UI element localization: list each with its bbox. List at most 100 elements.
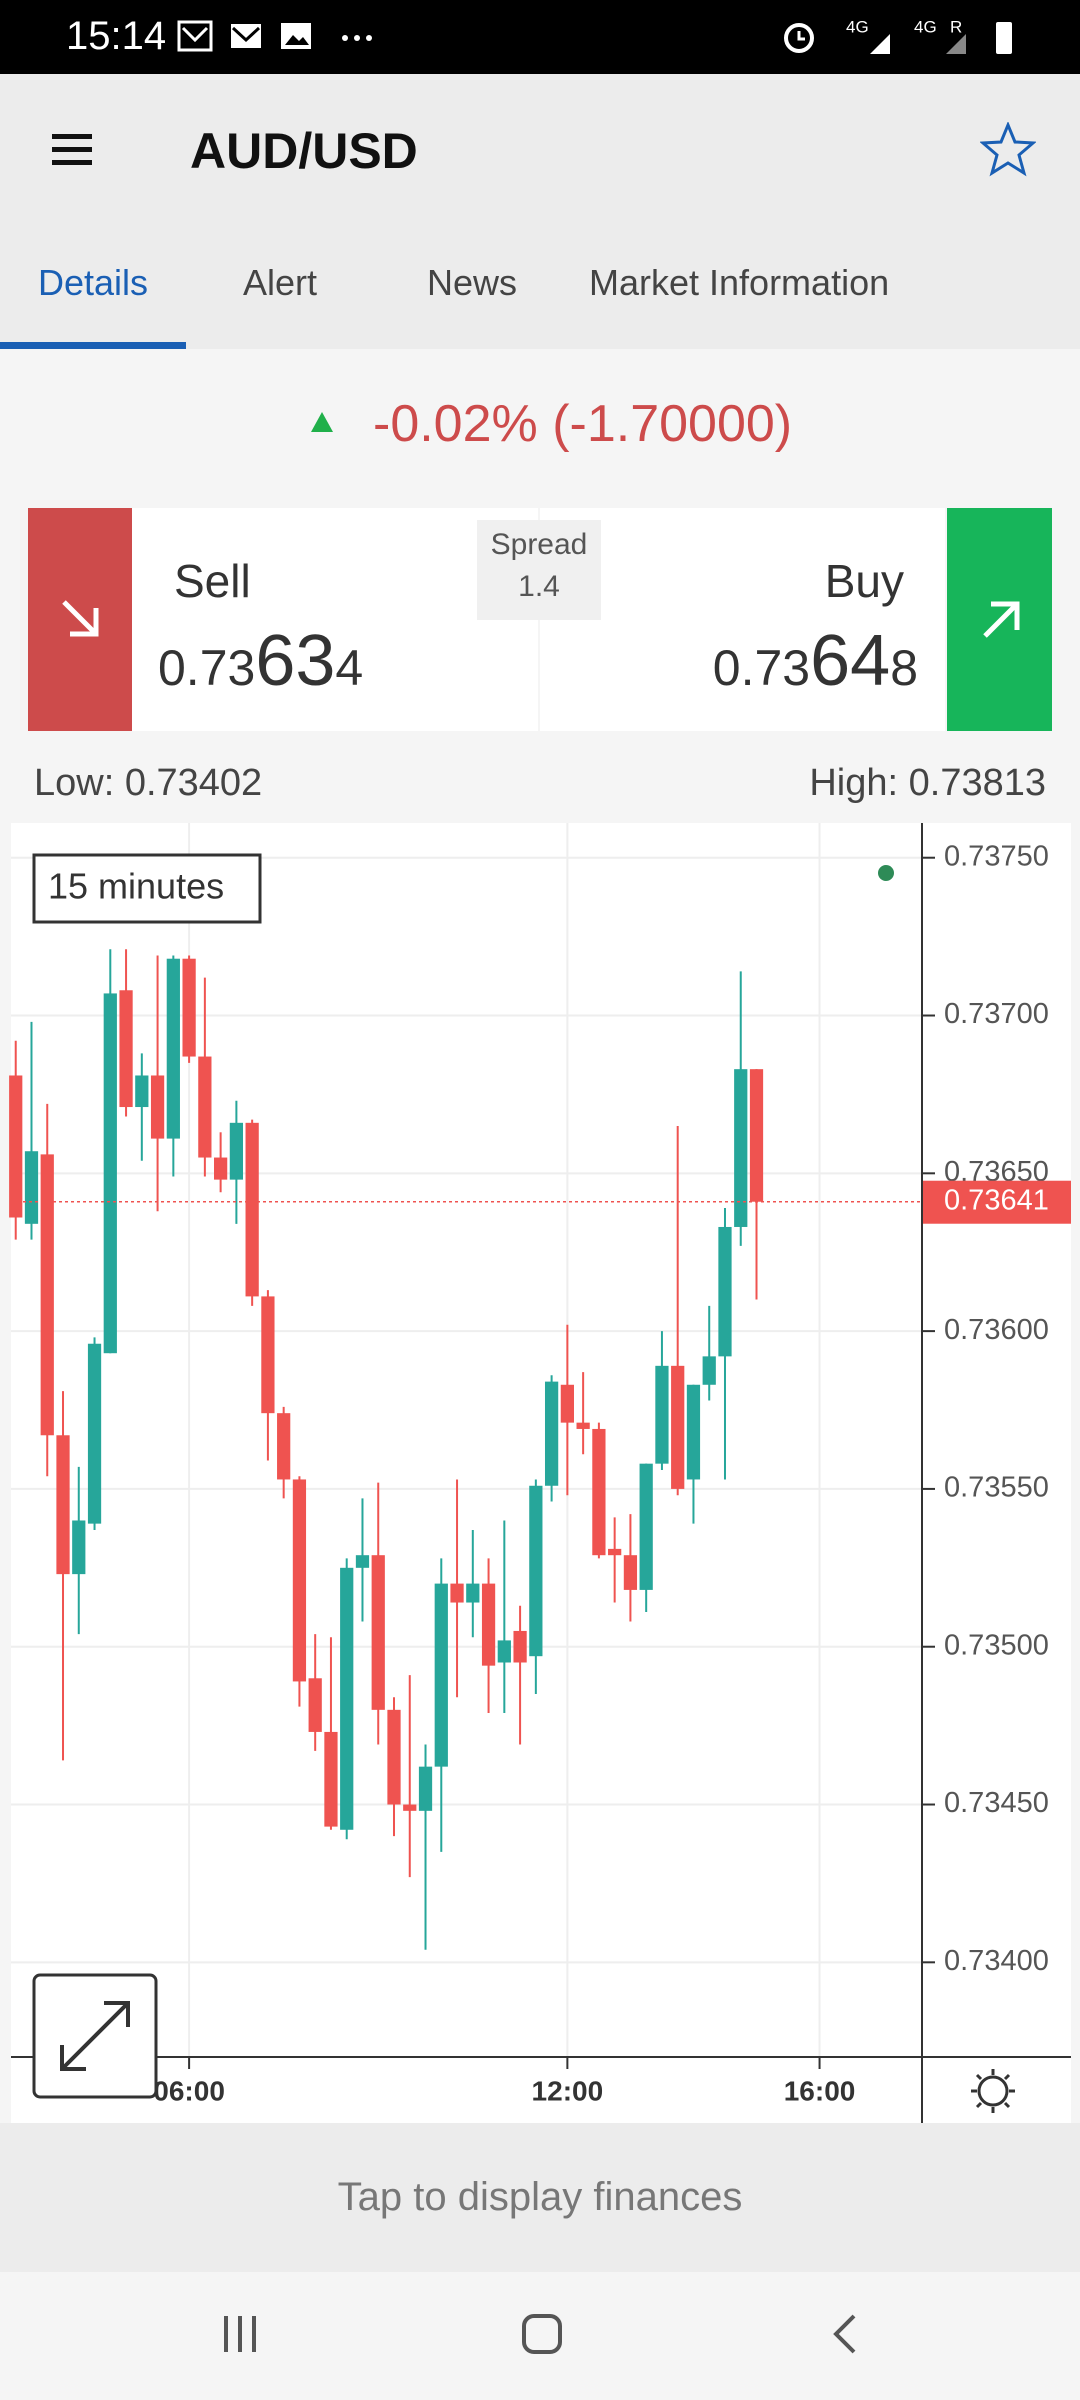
candle-body [576, 1422, 590, 1429]
price-part: 8 [890, 640, 918, 696]
candle-body [24, 1151, 39, 1224]
candle-body [403, 1804, 417, 1811]
candle-body [734, 1069, 748, 1227]
sell-price: 0.73634 [158, 620, 363, 702]
candle-body [655, 1365, 669, 1464]
candle-body [182, 958, 196, 1057]
candle-body [324, 1731, 338, 1827]
candle-body [229, 1122, 244, 1180]
change-arrow [311, 412, 333, 432]
candle-body [292, 1479, 307, 1682]
candle-body [623, 1555, 638, 1590]
candle-body [592, 1428, 606, 1556]
candle-body [355, 1555, 370, 1568]
candle-body [277, 1413, 291, 1480]
candle-body [466, 1583, 480, 1603]
candle-body [608, 1548, 622, 1556]
buy-price: 0.73648 [713, 620, 918, 702]
candle-body [308, 1678, 322, 1732]
candle-body [481, 1583, 496, 1666]
favorite-button[interactable] [980, 122, 1036, 178]
status-time: 15:14 [66, 14, 167, 58]
candle-body [529, 1485, 543, 1657]
tab[interactable]: Alert [243, 262, 318, 303]
price-part: 0.73 [158, 640, 256, 696]
app-header: AUD/USD [0, 74, 1080, 349]
candle-body [513, 1630, 527, 1663]
candle-body [135, 1075, 149, 1108]
page-title: AUD/USD [190, 123, 418, 179]
buy-button[interactable] [947, 508, 1052, 731]
current-price-label: 0.73641 [944, 1184, 1049, 1216]
tab[interactable]: News [427, 262, 518, 303]
candle-body [749, 1069, 764, 1202]
candle-body [9, 1075, 23, 1218]
candle-body [72, 1520, 86, 1575]
tab[interactable]: Market Information [589, 262, 890, 303]
buy-panel[interactable]: Buy 0.73648 [540, 508, 945, 731]
live-indicator [878, 865, 894, 881]
candle-body [166, 958, 180, 1139]
network-label: 4G [914, 17, 937, 36]
candle-body [686, 1384, 701, 1480]
back-button[interactable] [833, 2314, 856, 2354]
current-price-tag [922, 1180, 1071, 1224]
high-price: High: 0.73813 [809, 762, 1046, 804]
candle-body [497, 1640, 511, 1663]
sell-label: Sell [174, 555, 251, 607]
candle-body [418, 1766, 433, 1811]
candle-body [371, 1555, 385, 1710]
candle-body [40, 1154, 54, 1436]
interval-label: 15 minutes [48, 866, 224, 907]
candle-body [434, 1583, 448, 1767]
y-tick-label: 0.73550 [944, 1472, 1049, 1504]
y-tick-label: 0.73500 [944, 1629, 1049, 1661]
candle-body [87, 1343, 102, 1524]
sell-button[interactable] [28, 508, 132, 731]
candle-body [340, 1567, 354, 1830]
candle-body [56, 1435, 70, 1575]
tab[interactable]: Details [38, 262, 149, 303]
x-tick-label: 16:00 [784, 2075, 856, 2106]
price-part: 63 [255, 621, 336, 701]
candle-body [261, 1296, 275, 1414]
network-label: 4G [846, 17, 869, 36]
settings-button[interactable] [977, 2075, 1009, 2107]
home-button[interactable] [522, 2314, 562, 2354]
navigation-bar [0, 2272, 1080, 2400]
x-tick-label: 12:00 [532, 2075, 604, 2106]
y-tick-label: 0.73750 [944, 840, 1049, 872]
notification-icons [177, 20, 372, 52]
interval-button[interactable] [32, 853, 262, 924]
sell-panel[interactable]: Sell 0.73634 [132, 508, 538, 731]
menu-button[interactable] [52, 130, 94, 170]
roaming-label: R [950, 17, 962, 36]
settings-icon [971, 2069, 1015, 2113]
candle-body [245, 1122, 259, 1297]
candle-body [150, 1075, 165, 1139]
low-price: Low: 0.73402 [34, 762, 263, 804]
candle-body [198, 1056, 212, 1158]
candle-body [718, 1226, 732, 1357]
candle-body [450, 1583, 464, 1603]
finances-bar[interactable]: Tap to display finances [0, 2123, 1080, 2272]
candle-body [560, 1384, 574, 1423]
candle-body [671, 1365, 685, 1489]
tab-indicator [0, 342, 186, 349]
spread-value: 1.4 [518, 570, 560, 603]
candle-body [103, 993, 117, 1354]
y-tick-label: 0.73700 [944, 998, 1049, 1030]
buy-label: Buy [824, 555, 904, 607]
candle-body [214, 1157, 228, 1180]
spread-label: Spread [490, 528, 588, 561]
price-part: 4 [335, 640, 364, 696]
price-part: 0.73 [712, 640, 811, 696]
y-tick-label: 0.73450 [944, 1787, 1049, 1819]
candle-body [544, 1381, 559, 1486]
status-bar: 15:14 4G 4G R [0, 0, 1080, 74]
recent-apps-button[interactable] [224, 2316, 256, 2352]
expand-icon [60, 2001, 130, 2071]
system-icons: 4G 4G R [784, 17, 1012, 54]
price-change: -0.02% (-1.70000) [373, 395, 793, 453]
